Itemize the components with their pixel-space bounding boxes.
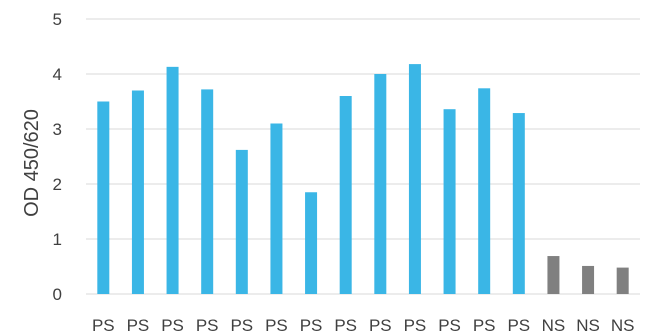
x-tick-label: NS bbox=[542, 316, 566, 335]
y-axis-title: OD 450/620 bbox=[21, 109, 43, 217]
bar-14 bbox=[547, 256, 560, 294]
bar-15 bbox=[582, 265, 595, 294]
bar-12 bbox=[478, 88, 491, 294]
bar-13 bbox=[512, 113, 525, 294]
x-tick-label: PS bbox=[369, 316, 392, 335]
x-tick-label: PS bbox=[334, 316, 357, 335]
x-tick-label: PS bbox=[265, 316, 288, 335]
bar-5 bbox=[235, 149, 248, 294]
bar-7 bbox=[305, 192, 318, 294]
x-tick-label: PS bbox=[196, 316, 219, 335]
y-tick-label: 4 bbox=[53, 65, 62, 84]
bar-1 bbox=[97, 101, 110, 294]
bar-3 bbox=[166, 66, 179, 294]
x-axis-ticks: PS PS PS PS PS PS PS PS PS PS PS PS PS NS NS NS bbox=[92, 316, 635, 335]
x-tick-label: PS bbox=[438, 316, 461, 335]
x-tick-label: PS bbox=[300, 316, 323, 335]
bar-11 bbox=[443, 109, 456, 294]
y-tick-label: 0 bbox=[53, 285, 62, 304]
y-tick-label: 5 bbox=[53, 10, 62, 29]
y-tick-label: 1 bbox=[53, 230, 62, 249]
bar-10 bbox=[408, 64, 421, 294]
bar-4 bbox=[201, 89, 214, 295]
bar-2 bbox=[131, 90, 144, 294]
bars bbox=[97, 64, 629, 295]
x-tick-label: PS bbox=[507, 316, 530, 335]
x-tick-label: PS bbox=[127, 316, 150, 335]
x-tick-label: NS bbox=[576, 316, 600, 335]
x-tick-label: PS bbox=[92, 316, 115, 335]
y-tick-label: 2 bbox=[53, 175, 62, 194]
bar-6 bbox=[270, 123, 283, 294]
y-tick-label: 3 bbox=[53, 120, 62, 139]
x-tick-label: PS bbox=[161, 316, 184, 335]
bar-16 bbox=[616, 267, 629, 294]
x-tick-label: NS bbox=[611, 316, 635, 335]
x-tick-label: PS bbox=[230, 316, 253, 335]
bar-8 bbox=[339, 96, 352, 294]
x-tick-label: PS bbox=[473, 316, 496, 335]
bar-9 bbox=[374, 74, 387, 294]
y-axis-ticks: 0 1 2 3 4 5 bbox=[53, 10, 62, 304]
x-tick-label: PS bbox=[404, 316, 427, 335]
